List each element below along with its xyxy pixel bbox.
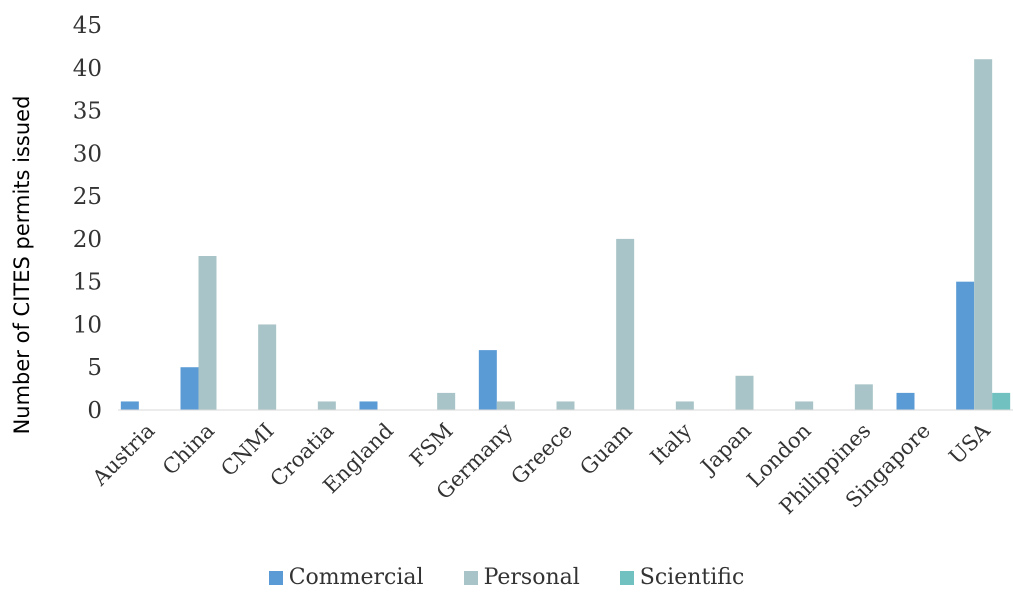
bar-personal-london <box>795 401 814 410</box>
bar-commercial-usa <box>956 281 975 410</box>
y-tick-label: 30 <box>73 141 102 167</box>
bar-personal-italy <box>675 401 694 410</box>
y-axis-label: Number of CITES permits issued <box>10 95 34 435</box>
bar-personal-greece <box>556 401 575 410</box>
bar-personal-china <box>198 256 217 410</box>
bar-commercial-england <box>359 401 378 410</box>
x-tick-label: Greece <box>506 419 577 490</box>
y-axis-ticks: 0 5 10 15 20 25 30 35 40 45 <box>73 13 102 424</box>
y-tick-label: 45 <box>73 13 102 39</box>
bar-personal-cnmi <box>258 324 277 410</box>
bar-personal-usa <box>974 59 993 410</box>
y-tick-label: 5 <box>87 355 102 381</box>
bar-personal-philippines <box>854 384 873 410</box>
bar-commercial-austria <box>120 401 139 410</box>
bar-personal-guam <box>616 238 635 410</box>
bar-personal-japan <box>735 375 754 410</box>
x-tick-label: China <box>158 419 219 480</box>
legend-item-personal: Personal <box>463 565 580 590</box>
legend-swatch <box>463 570 478 585</box>
x-tick-label: FSM <box>405 419 458 472</box>
x-tick-label: Guam <box>575 419 636 480</box>
y-tick-label: 35 <box>73 99 102 125</box>
legend: Commercial Personal Scientific <box>0 565 1013 590</box>
legend-item-commercial: Commercial <box>268 565 424 590</box>
legend-label: Commercial <box>288 565 424 590</box>
bar-commercial-singapore <box>896 392 915 410</box>
bar-commercial-germany <box>478 350 497 410</box>
y-tick-label: 0 <box>87 398 102 424</box>
y-tick-label: 15 <box>73 270 102 296</box>
x-tick-label: USA <box>944 418 995 469</box>
x-tick-label: Italy <box>646 418 697 469</box>
bar-personal-germany <box>496 401 515 410</box>
y-tick-label: 40 <box>73 56 102 82</box>
bars <box>120 59 1011 410</box>
x-tick-label: Austria <box>87 419 159 491</box>
legend-label: Personal <box>483 565 580 590</box>
legend-swatch <box>619 570 634 585</box>
bar-scientific-usa <box>992 392 1011 410</box>
bar-personal-fsm <box>437 392 456 410</box>
y-tick-label: 20 <box>73 227 102 253</box>
legend-label: Scientific <box>639 565 745 590</box>
bar-commercial-china <box>180 367 199 410</box>
y-tick-label: 25 <box>73 184 102 210</box>
legend-swatch <box>268 570 283 585</box>
legend-item-scientific: Scientific <box>619 565 745 590</box>
bar-personal-croatia <box>317 401 336 410</box>
y-tick-label: 10 <box>73 312 102 338</box>
